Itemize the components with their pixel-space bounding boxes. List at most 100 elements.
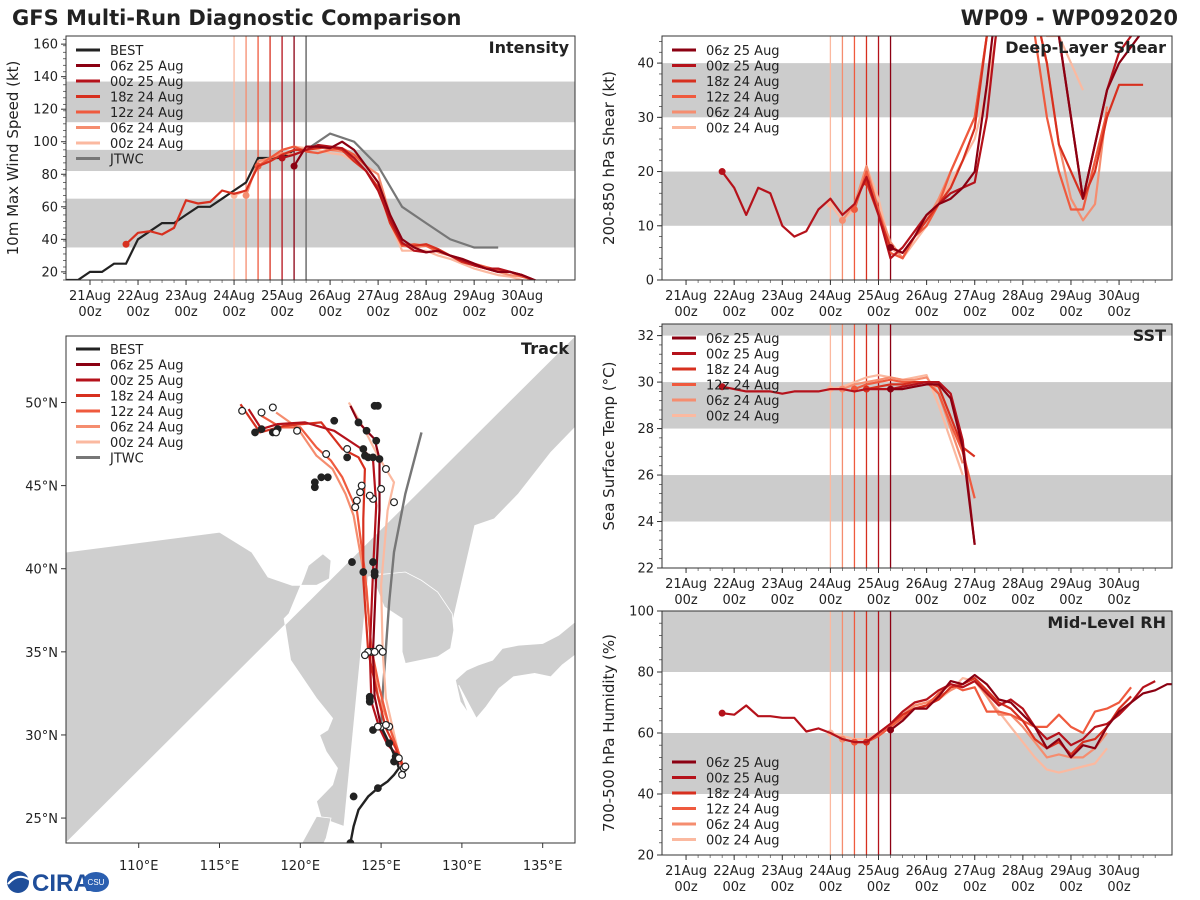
shear-xtick-label-day: 30Aug xyxy=(1098,289,1140,304)
sst-ytick-label: 32 xyxy=(637,329,654,344)
track-marker-filled xyxy=(361,451,369,460)
rh-xtick-label-day: 23Aug xyxy=(761,864,803,879)
track-marker-open xyxy=(238,406,247,415)
sst-xtick-label-hour: 00z xyxy=(819,593,843,608)
rh-ytick-label: 60 xyxy=(637,727,654,742)
track-series-line xyxy=(347,401,407,772)
track-marker-filled xyxy=(354,418,363,427)
intensity-legend-label: 18z 24 Aug xyxy=(110,91,184,106)
track-marker-filled xyxy=(385,739,394,748)
sst-init-point xyxy=(887,385,895,393)
track-marker-open xyxy=(351,503,360,512)
intensity-xtick-label-hour: 00z xyxy=(270,305,294,320)
track-xtick-label: 130°E xyxy=(442,859,482,874)
land-korea xyxy=(370,571,455,664)
shear-xtick-label-day: 25Aug xyxy=(858,289,900,304)
track-marker-filled xyxy=(349,792,358,801)
intensity-legend-label: 00z 24 Aug xyxy=(110,137,184,152)
intensity-xtick-label-hour: 00z xyxy=(414,305,438,320)
rh-plot-area xyxy=(662,611,1172,855)
shear-xtick-label-hour: 00z xyxy=(963,305,987,320)
intensity-panel-title: Intensity xyxy=(489,38,570,57)
intensity-band xyxy=(66,198,575,248)
rh-init-point xyxy=(887,726,895,734)
sst-xtick-label-day: 23Aug xyxy=(761,577,803,592)
intensity-series-line xyxy=(281,143,538,280)
track-xtick-label: 115°E xyxy=(200,859,240,874)
intensity-xtick-label-hour: 00z xyxy=(78,305,102,320)
rh-ylabel: 700-500 hPa Humidity (%) xyxy=(600,634,618,832)
track-marker-open xyxy=(322,450,331,459)
rh-band xyxy=(662,611,1172,672)
track-marker-filled xyxy=(359,568,368,576)
intensity-ytick-label: 140 xyxy=(33,70,58,85)
track-xtick-label: 120°E xyxy=(281,859,321,874)
track-xtick-label: 110°E xyxy=(119,859,159,874)
track-ytick-label: 35°N xyxy=(25,646,58,661)
track-xtick-label: 125°E xyxy=(361,859,401,874)
intensity-legend-label: 00z 25 Aug xyxy=(110,75,184,90)
track-marker-filled xyxy=(317,473,326,482)
track-marker-filled xyxy=(372,436,381,445)
intensity-xtick-label-hour: 00z xyxy=(222,305,246,320)
sst-ytick-label: 24 xyxy=(637,515,654,530)
rh-xtick-label-day: 25Aug xyxy=(858,864,900,879)
shear-legend-label: 12z 24 Aug xyxy=(706,91,780,106)
track-legend-label: 06z 25 Aug xyxy=(110,359,184,374)
shear-xtick-label-hour: 00z xyxy=(915,305,939,320)
sst-band xyxy=(662,382,1172,429)
shear-legend-label: 00z 25 Aug xyxy=(706,60,780,75)
shear-legend-label: 00z 24 Aug xyxy=(706,122,780,137)
rh-xtick-label-hour: 00z xyxy=(771,880,795,895)
shear-xtick-label-hour: 00z xyxy=(1059,305,1083,320)
rh-series-line xyxy=(865,676,1132,756)
rh-legend-label: 18z 24 Aug xyxy=(706,787,780,802)
shear-ytick-label: 0 xyxy=(646,274,654,289)
track-marker-open xyxy=(378,647,387,656)
intensity-legend-label: 12z 24 Aug xyxy=(110,106,184,121)
sst-xtick-label-day: 24Aug xyxy=(809,577,851,592)
intensity-xtick-label-hour: 00z xyxy=(174,305,198,320)
track-marker-open xyxy=(381,464,390,473)
shear-xtick-label-hour: 00z xyxy=(674,305,698,320)
shear-xtick-label-hour: 00z xyxy=(771,305,795,320)
shear-plot-area xyxy=(662,36,1172,280)
rh-xtick-label-day: 21Aug xyxy=(665,864,707,879)
rh-panel: 2040608010021Aug00z22Aug00z23Aug00z24Aug… xyxy=(600,605,1173,895)
rh-xtick-label-day: 24Aug xyxy=(809,864,851,879)
track-marker-filled xyxy=(251,428,259,437)
intensity-xtick-label-day: 22Aug xyxy=(117,289,159,304)
land-mainland xyxy=(66,336,575,843)
sst-xtick-label-hour: 00z xyxy=(915,593,939,608)
shear-xtick-label-day: 21Aug xyxy=(665,289,707,304)
sst-ytick-label: 22 xyxy=(637,562,654,577)
intensity-series-line xyxy=(257,145,538,280)
intensity-init-point xyxy=(278,154,286,162)
track-marker-open xyxy=(365,491,374,500)
intensity-ytick-label: 20 xyxy=(41,265,58,280)
sst-xtick-label-day: 22Aug xyxy=(713,577,755,592)
intensity-panel: 2040608010012014016021Aug00z22Aug00z23Au… xyxy=(4,35,576,320)
sst-ytick-label: 28 xyxy=(637,422,654,437)
intensity-band xyxy=(66,149,575,172)
track-marker-open xyxy=(352,496,361,505)
shear-xtick-label-hour: 00z xyxy=(867,305,891,320)
shear-band xyxy=(662,63,1172,118)
rh-ytick-label: 20 xyxy=(637,849,654,864)
sst-xtick-label-day: 27Aug xyxy=(954,577,996,592)
shear-series-line xyxy=(890,36,1141,254)
rh-legend-label: 06z 25 Aug xyxy=(706,756,780,771)
intensity-ytick-label: 80 xyxy=(41,168,58,183)
rh-xtick-label-hour: 00z xyxy=(1059,880,1083,895)
track-marker-filled xyxy=(359,445,368,453)
sst-xtick-label-day: 21Aug xyxy=(665,577,707,592)
rh-legend-label: 06z 24 Aug xyxy=(706,818,780,833)
track-legend-label: JTWC xyxy=(109,452,144,467)
shear-ytick-label: 30 xyxy=(637,111,654,126)
intensity-xtick-label-hour: 00z xyxy=(462,305,486,320)
intensity-legend-label: JTWC xyxy=(109,153,144,168)
cira-logo-text: CIRA xyxy=(32,870,91,897)
sst-xtick-label-hour: 00z xyxy=(1107,593,1131,608)
intensity-xtick-label-day: 25Aug xyxy=(261,289,303,304)
